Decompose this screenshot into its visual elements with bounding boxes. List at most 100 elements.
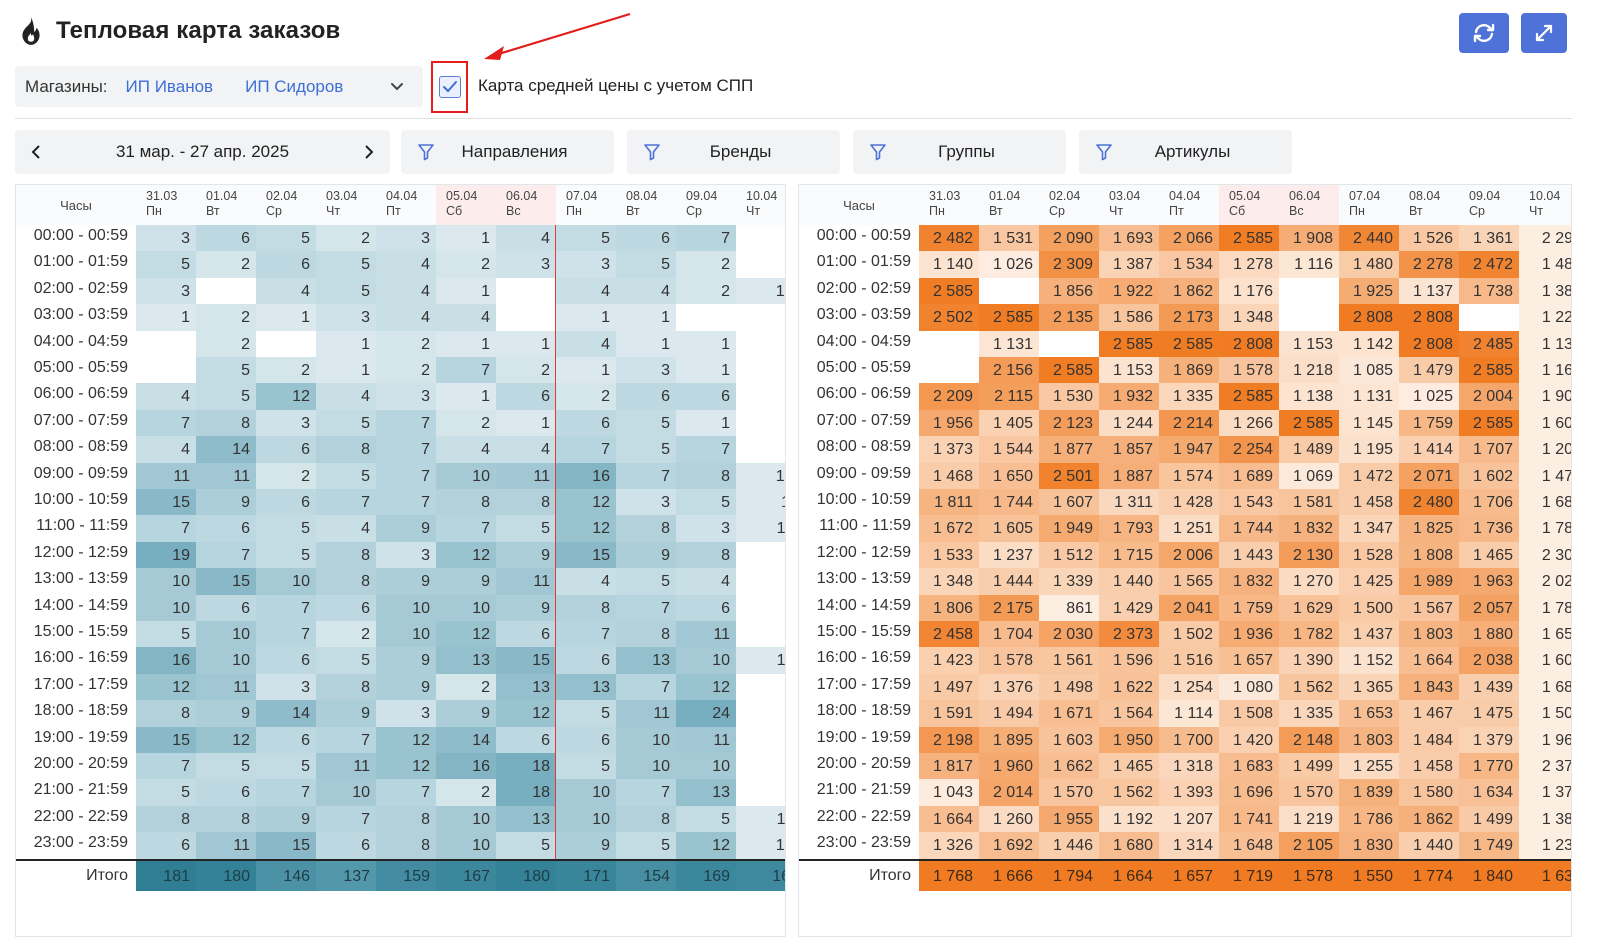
orders-cell[interactable]: 15 [256, 832, 316, 859]
price-cell[interactable] [979, 277, 1039, 305]
orders-cell[interactable]: 2 [436, 409, 496, 437]
orders-cell[interactable]: 11 [496, 462, 556, 489]
price-cell[interactable]: 1 60 [1519, 647, 1571, 674]
orders-cell[interactable] [736, 251, 785, 278]
stores-selector[interactable]: Магазины: ИП Иванов ИП Сидоров [15, 66, 423, 107]
orders-cell[interactable]: 6 [196, 225, 256, 252]
orders-cell[interactable]: 3 [256, 673, 316, 701]
orders-cell[interactable]: 4 [376, 304, 436, 331]
orders-cell[interactable]: 4 [676, 568, 736, 595]
orders-cell[interactable]: 7 [616, 594, 676, 621]
price-cell[interactable]: 1 950 [1099, 726, 1159, 753]
price-cell[interactable]: 1 137 [1399, 277, 1459, 305]
price-cell[interactable] [1279, 304, 1339, 331]
price-cell[interactable]: 2 254 [1219, 436, 1279, 463]
price-cell[interactable]: 1 347 [1339, 515, 1399, 542]
orders-cell[interactable]: 1 [676, 357, 736, 384]
orders-cell[interactable] [736, 621, 785, 648]
price-cell[interactable]: 1 78 [1519, 594, 1571, 621]
price-cell[interactable]: 1 960 [979, 753, 1039, 780]
price-cell[interactable]: 1 526 [1399, 225, 1459, 252]
price-cell[interactable]: 1 499 [1459, 805, 1519, 833]
price-cell[interactable]: 1 857 [1099, 436, 1159, 463]
price-cell[interactable]: 2 501 [1039, 462, 1099, 489]
price-cell[interactable]: 2 090 [1039, 225, 1099, 252]
price-cell[interactable]: 2 130 [1279, 541, 1339, 569]
price-cell[interactable]: 1 270 [1279, 568, 1339, 595]
orders-cell[interactable] [496, 277, 556, 305]
price-cell[interactable]: 1 475 [1459, 700, 1519, 727]
price-cell[interactable]: 1 749 [1459, 832, 1519, 859]
orders-cell[interactable]: 6 [316, 594, 376, 621]
orders-cell[interactable]: 7 [376, 409, 436, 437]
orders-cell[interactable]: 10 [436, 832, 496, 859]
orders-cell[interactable]: 7 [616, 779, 676, 806]
price-cell[interactable]: 1 591 [919, 700, 979, 727]
price-cell[interactable]: 1 570 [1039, 779, 1099, 806]
orders-cell[interactable]: 1: [736, 515, 785, 542]
price-cell[interactable]: 1 922 [1099, 277, 1159, 305]
price-cell[interactable]: 1 414 [1399, 436, 1459, 463]
price-cell[interactable]: 2 485 [1459, 330, 1519, 357]
orders-cell[interactable]: 7 [136, 409, 196, 437]
price-cell[interactable]: 1 195 [1339, 436, 1399, 463]
orders-cell[interactable]: 6 [496, 726, 556, 753]
orders-cell[interactable]: 9 [316, 700, 376, 727]
price-cell[interactable]: 2 041 [1159, 594, 1219, 621]
price-cell[interactable]: 1 278 [1219, 251, 1279, 278]
orders-cell[interactable]: 7 [676, 225, 736, 252]
orders-cell[interactable]: 15 [136, 726, 196, 753]
orders-cell[interactable]: 5 [676, 805, 736, 833]
orders-cell[interactable]: 18 [496, 779, 556, 806]
price-cell[interactable]: 2 472 [1459, 251, 1519, 278]
price-cell[interactable]: 1 439 [1459, 673, 1519, 701]
price-cell[interactable]: 1 634 [1459, 779, 1519, 806]
orders-cell[interactable]: 1 [316, 357, 376, 384]
price-cell[interactable]: 1 22 [1519, 304, 1571, 331]
price-cell[interactable]: 1 759 [1219, 594, 1279, 621]
store-chip-sidorov[interactable]: ИП Сидоров [245, 76, 344, 96]
price-cell[interactable]: 1 596 [1099, 647, 1159, 674]
price-cell[interactable]: 1 700 [1159, 726, 1219, 753]
price-cell[interactable]: 1 465 [1459, 541, 1519, 569]
price-cell[interactable]: 1 862 [1159, 277, 1219, 305]
orders-cell[interactable]: 5 [136, 621, 196, 648]
price-cell[interactable]: 1 484 [1399, 726, 1459, 753]
orders-cell[interactable]: 15 [196, 568, 256, 595]
orders-cell[interactable]: 8 [316, 541, 376, 569]
price-cell[interactable]: 1 843 [1399, 673, 1459, 701]
price-cell[interactable]: 1 138 [1279, 383, 1339, 410]
price-cell[interactable]: 1 026 [979, 251, 1039, 278]
price-cell[interactable]: 861 [1039, 594, 1099, 621]
price-cell[interactable]: 2 278 [1399, 251, 1459, 278]
orders-cell[interactable]: 5 [196, 383, 256, 410]
price-cell[interactable]: 1 578 [979, 647, 1039, 674]
orders-cell[interactable]: 5 [316, 251, 376, 278]
price-cell[interactable]: 1 78 [1519, 515, 1571, 542]
orders-cell[interactable]: 1 [496, 330, 556, 357]
orders-cell[interactable]: 3 [676, 515, 736, 542]
orders-cell[interactable]: 4 [436, 304, 496, 331]
orders-cell[interactable]: 4 [376, 251, 436, 278]
orders-cell[interactable]: 7 [376, 462, 436, 489]
orders-cell[interactable]: 8 [556, 594, 616, 621]
refresh-button[interactable] [1459, 13, 1509, 53]
orders-cell[interactable]: 2 [256, 357, 316, 384]
orders-cell[interactable]: 5 [316, 647, 376, 674]
price-cell[interactable]: 1 567 [1399, 594, 1459, 621]
orders-cell[interactable]: 9 [376, 647, 436, 674]
orders-cell[interactable]: 13 [556, 673, 616, 701]
orders-cell[interactable]: 5 [316, 277, 376, 305]
orders-cell[interactable]: 7 [436, 515, 496, 542]
price-cell[interactable]: 2 440 [1339, 225, 1399, 252]
orders-cell[interactable]: 8 [376, 832, 436, 859]
price-cell[interactable]: 2 458 [919, 621, 979, 648]
orders-cell[interactable]: 2 [196, 304, 256, 331]
orders-cell[interactable]: 10 [256, 568, 316, 595]
orders-cell[interactable]: 5 [136, 779, 196, 806]
price-cell[interactable]: 1 895 [979, 726, 1039, 753]
orders-cell[interactable]: 6 [196, 779, 256, 806]
orders-cell[interactable]: 9 [496, 541, 556, 569]
filter-directions-button[interactable]: Направления [401, 130, 614, 174]
orders-cell[interactable]: 4 [136, 383, 196, 410]
